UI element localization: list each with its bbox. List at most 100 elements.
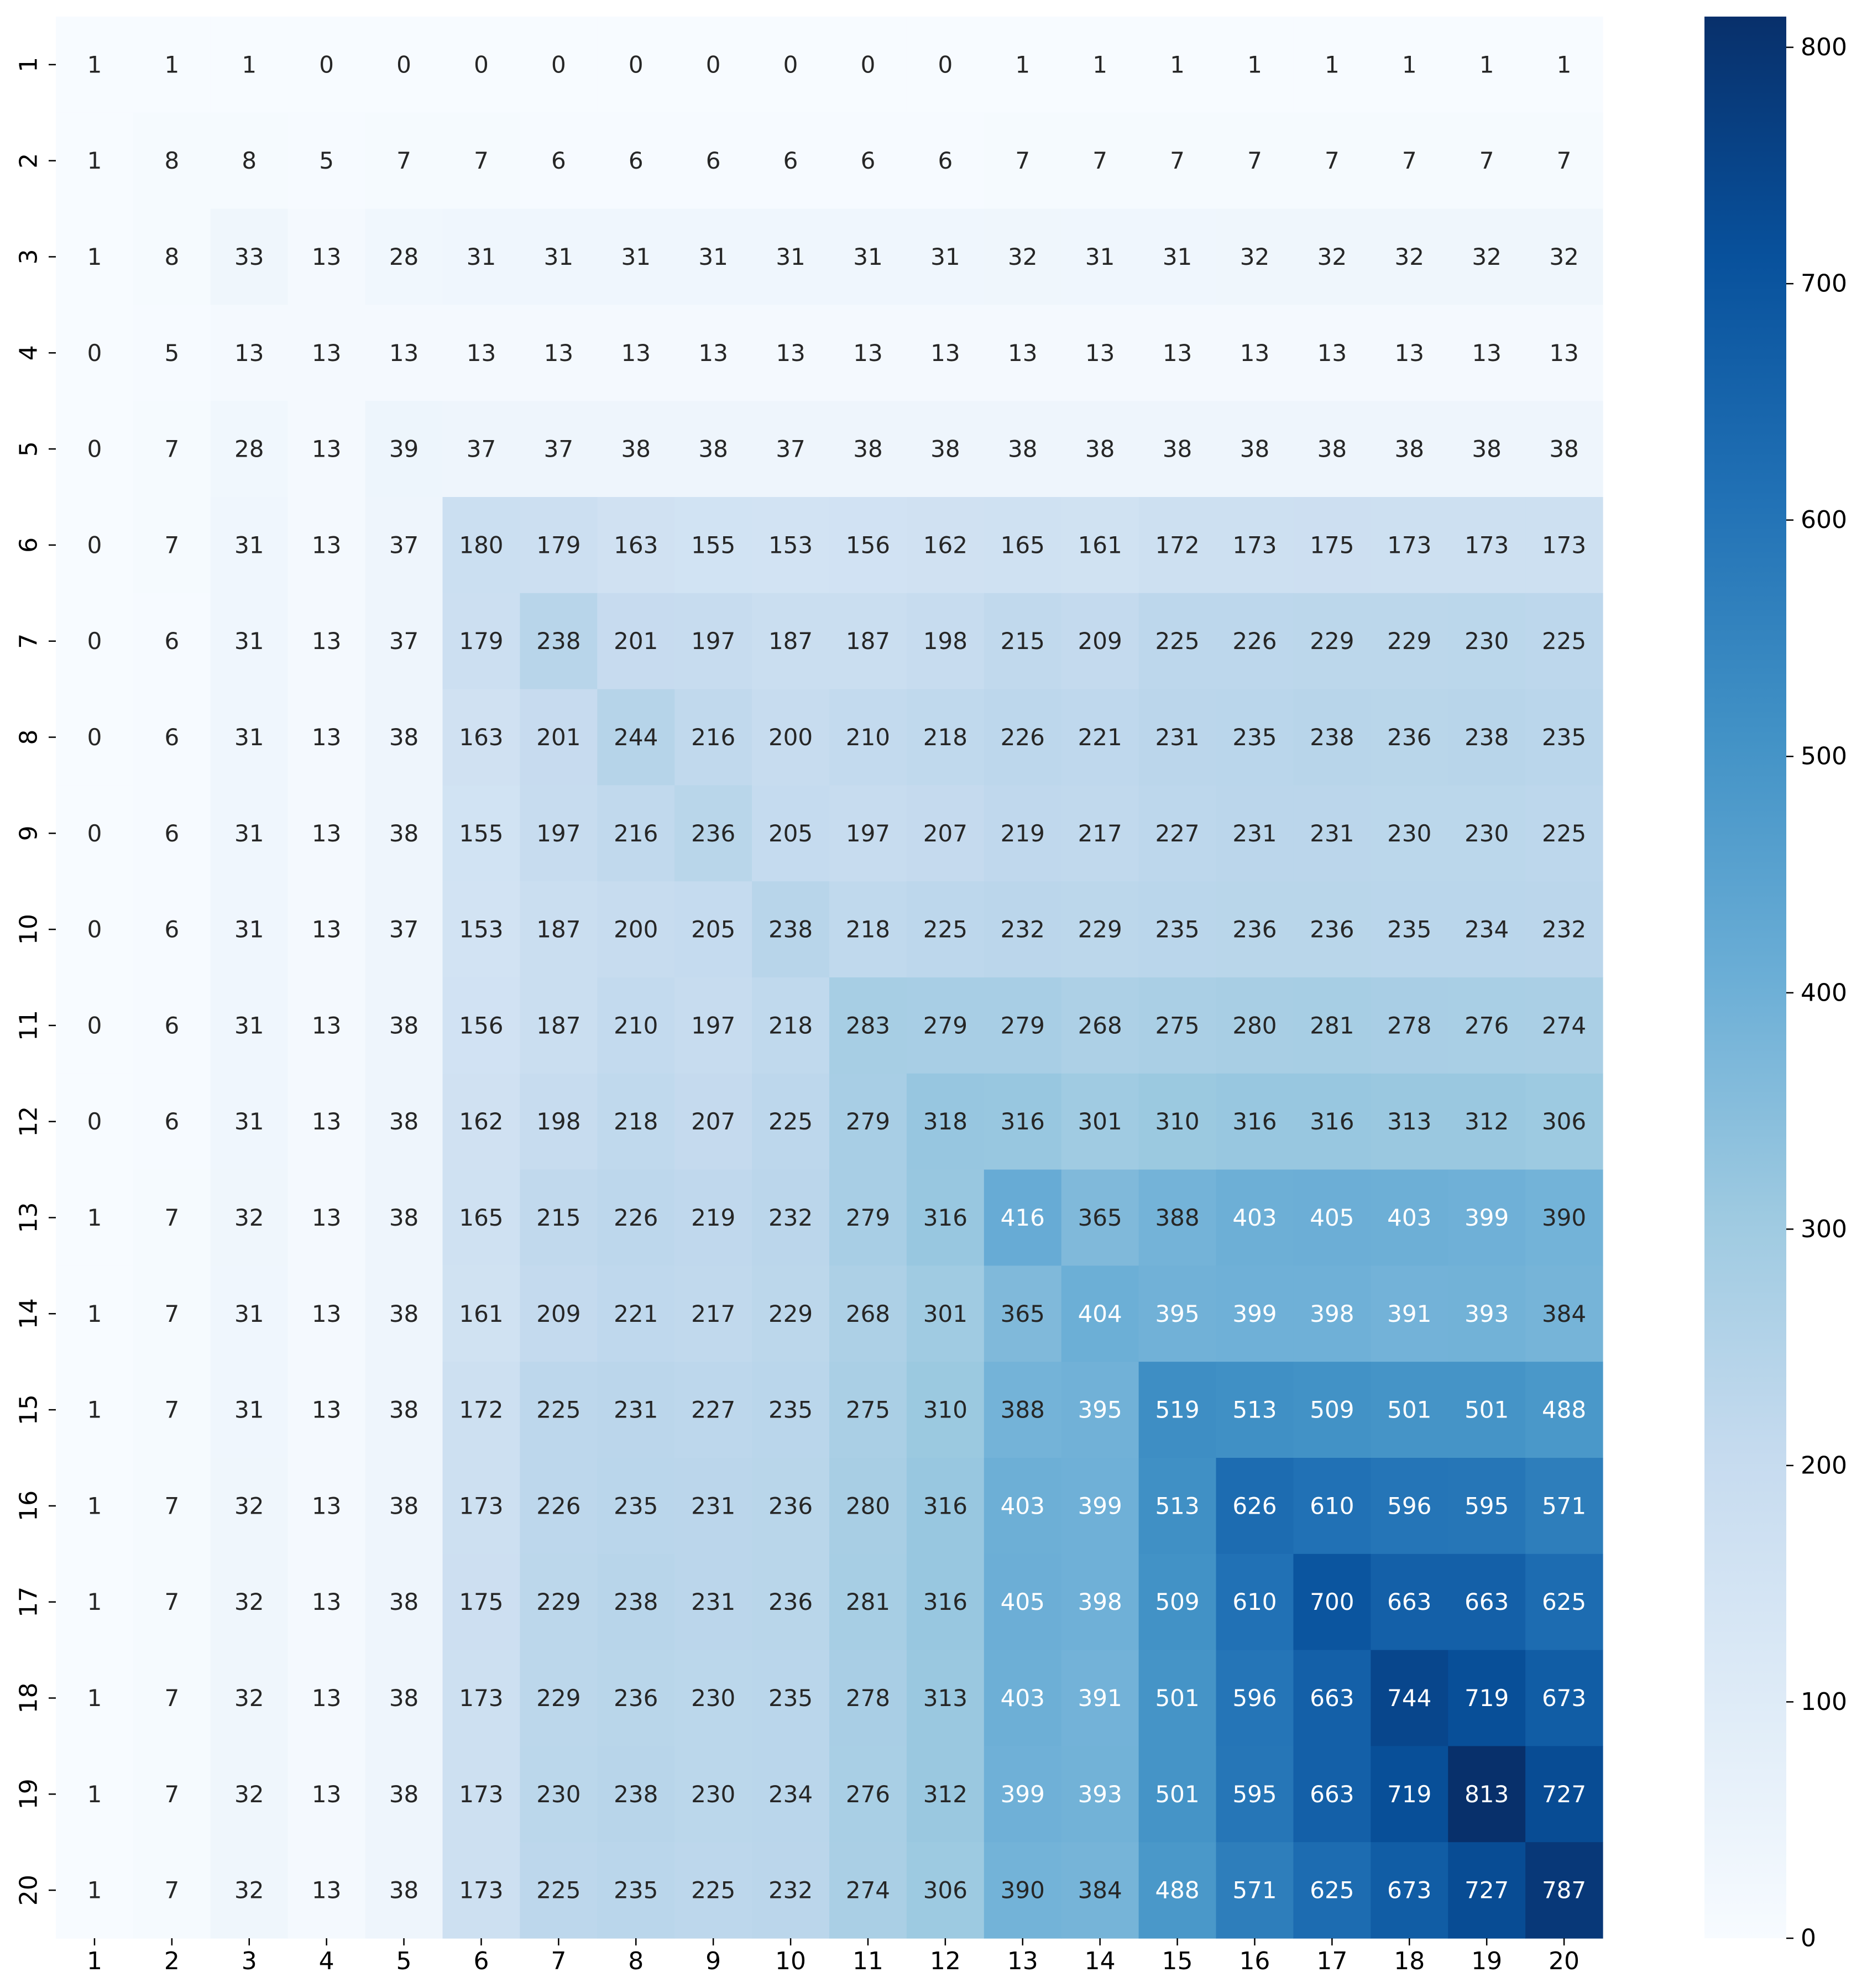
- x-axis: 1 2 3 4 5 6 7 8 9 10 11 12 13 14 15 16 17 18 19 20: [87, 1938, 1580, 1975]
- heatmap-cell: [1216, 1650, 1294, 1746]
- cell-value-label: 1: [1402, 51, 1417, 78]
- heatmap-cell: [1293, 401, 1371, 498]
- heatmap-cell: [1525, 1265, 1603, 1362]
- heatmap-cell: [1371, 497, 1448, 594]
- cell-value-label: 13: [312, 1588, 341, 1615]
- cell-value-label: 279: [846, 1204, 890, 1231]
- cell-value-label: 205: [691, 916, 735, 943]
- cell-value-label: 13: [698, 339, 728, 367]
- heatmap-cell: [210, 1169, 289, 1266]
- y-tick-label: 12: [15, 1106, 43, 1137]
- heatmap-cell: [56, 305, 134, 401]
- cell-value-label: 13: [1317, 339, 1347, 367]
- heatmap-cell: [752, 1362, 830, 1458]
- cell-value-label: 7: [1557, 147, 1572, 174]
- cell-value-label: 395: [1155, 1300, 1199, 1327]
- heatmap-cell: [1293, 1842, 1371, 1939]
- cell-value-label: 173: [459, 1781, 503, 1808]
- cell-value-label: 231: [1232, 820, 1277, 847]
- cell-value-label: 5: [164, 339, 179, 367]
- cell-value-label: 663: [1387, 1588, 1431, 1615]
- heatmap-cell: [597, 1650, 675, 1746]
- heatmap-cell: [365, 1169, 443, 1266]
- x-tick-label: 14: [1085, 1947, 1116, 1975]
- cell-value-label: 37: [389, 916, 419, 943]
- cell-value-label: 38: [389, 1396, 419, 1424]
- cell-value-label: 38: [930, 436, 960, 463]
- heatmap-cell: [1448, 112, 1526, 210]
- cell-value-label: 1: [87, 1684, 102, 1712]
- heatmap-cell: [520, 112, 598, 210]
- cell-value-label: 226: [536, 1492, 581, 1519]
- heatmap-cell: [365, 977, 443, 1074]
- cell-value-label: 7: [164, 1204, 179, 1231]
- heatmap-cell: [133, 881, 211, 978]
- cell-value-label: 218: [923, 724, 968, 751]
- cell-value-label: 13: [1549, 339, 1578, 367]
- x-tick-label: 13: [1007, 1947, 1038, 1975]
- heatmap-cell: [365, 881, 443, 978]
- heatmap-cell: [597, 112, 675, 210]
- cell-value-label: 225: [1155, 627, 1199, 655]
- heatmap-cell: [287, 1169, 366, 1266]
- cell-value-label: 32: [234, 1684, 264, 1712]
- heatmap-cell: [56, 1073, 134, 1170]
- heatmap-cell: [1448, 1362, 1526, 1458]
- heatmap-cell: [133, 112, 211, 210]
- heatmap-cell: [829, 1650, 907, 1746]
- heatmap-cell: [1448, 208, 1526, 305]
- x-tick-label: 9: [705, 1947, 721, 1975]
- cell-value-label: 13: [312, 1204, 341, 1231]
- heatmap-cell: [56, 208, 134, 305]
- cell-value-label: 7: [164, 1877, 179, 1904]
- heatmap-cell: [984, 112, 1062, 210]
- heatmap-cell: [133, 208, 211, 305]
- heatmap-cell: [597, 1265, 675, 1362]
- heatmap-cell: [287, 785, 366, 882]
- cell-value-label: 229: [536, 1684, 581, 1712]
- heatmap-cell: [287, 1746, 366, 1843]
- cell-value-label: 38: [1085, 436, 1115, 463]
- cell-value-label: 7: [1092, 147, 1107, 174]
- heatmap-cell: [287, 1842, 366, 1939]
- x-tick-label: 12: [930, 1947, 961, 1975]
- heatmap-cell: [210, 1842, 289, 1939]
- cell-value-label: 276: [846, 1781, 890, 1808]
- heatmap-cell: [752, 977, 830, 1074]
- heatmap-cell: [442, 881, 520, 978]
- cell-value-label: 230: [536, 1781, 581, 1808]
- heatmap-cell: [1138, 497, 1217, 594]
- cell-value-label: 187: [846, 627, 890, 655]
- cell-value-label: 226: [1001, 724, 1045, 751]
- heatmap-cell: [210, 1265, 289, 1362]
- cell-value-label: 230: [1465, 627, 1509, 655]
- cell-value-label: 218: [768, 1012, 813, 1039]
- heatmap-cell: [442, 497, 520, 594]
- heatmap-cell: [1448, 1458, 1526, 1555]
- heatmap-cell: [1216, 17, 1294, 113]
- heatmap-cell: [1448, 1265, 1526, 1362]
- cell-value-label: 1: [1479, 51, 1494, 78]
- heatmap-cell: [1525, 208, 1603, 305]
- heatmap-cell: [1293, 977, 1371, 1074]
- heatmap-cell: [829, 1073, 907, 1170]
- heatmap-cell: [520, 881, 598, 978]
- cell-value-label: 1: [87, 1300, 102, 1327]
- cell-value-label: 37: [467, 436, 496, 463]
- heatmap-cell: [210, 881, 289, 978]
- heatmap-cell: [674, 785, 752, 882]
- cell-value-label: 37: [389, 627, 419, 655]
- cell-value-label: 596: [1387, 1492, 1431, 1519]
- heatmap-cell: [1061, 1458, 1139, 1555]
- cell-value-label: 238: [1310, 724, 1354, 751]
- cell-value-label: 32: [1008, 243, 1037, 270]
- heatmap-cell: [56, 977, 134, 1074]
- heatmap-cell: [1448, 689, 1526, 786]
- heatmap-cell: [442, 17, 520, 113]
- y-tick-label: 4: [15, 345, 43, 360]
- heatmap-cell: [1216, 785, 1294, 882]
- heatmap-cell: [442, 401, 520, 498]
- heatmap-cell: [365, 785, 443, 882]
- heatmap-cell: [674, 497, 752, 594]
- heatmap-cell: [752, 305, 830, 401]
